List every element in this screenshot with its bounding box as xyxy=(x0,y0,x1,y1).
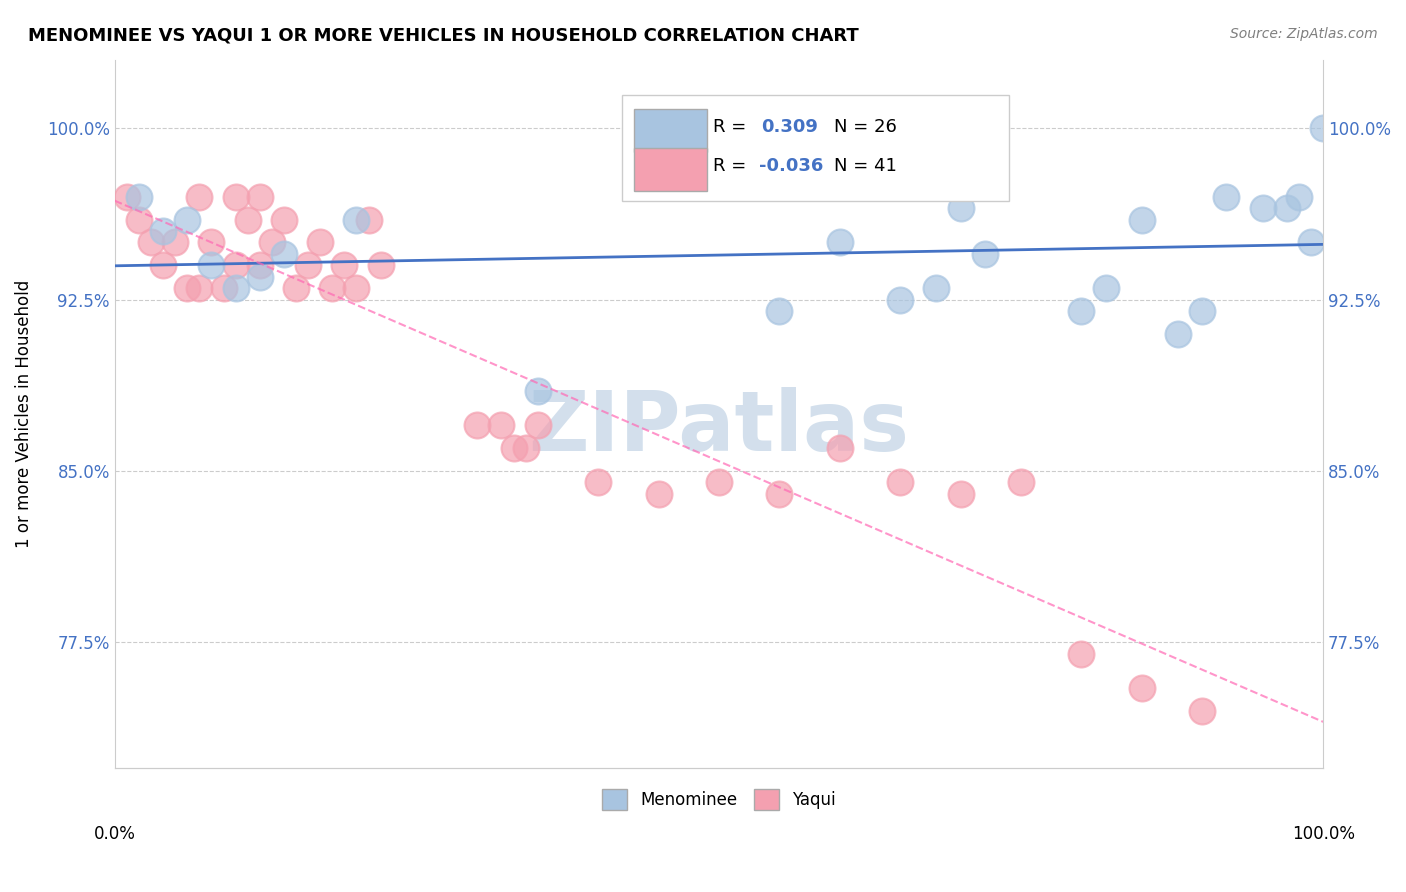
Point xyxy=(1130,212,1153,227)
Text: N = 26: N = 26 xyxy=(834,118,897,136)
Text: N = 41: N = 41 xyxy=(834,157,897,175)
Point xyxy=(249,258,271,272)
Point xyxy=(1010,475,1032,490)
Point xyxy=(225,258,247,272)
Point xyxy=(225,190,247,204)
Point xyxy=(1299,235,1322,250)
Point xyxy=(1191,704,1213,718)
Point xyxy=(1215,190,1237,204)
Point xyxy=(176,212,198,227)
Point xyxy=(333,258,356,272)
Point xyxy=(1275,201,1298,215)
Point xyxy=(1288,190,1310,204)
Point xyxy=(321,281,343,295)
Text: MENOMINEE VS YAQUI 1 OR MORE VEHICLES IN HOUSEHOLD CORRELATION CHART: MENOMINEE VS YAQUI 1 OR MORE VEHICLES IN… xyxy=(28,27,859,45)
Point xyxy=(768,487,790,501)
Point xyxy=(139,235,162,250)
Point xyxy=(176,281,198,295)
Point xyxy=(889,293,911,307)
Point xyxy=(165,235,187,250)
Point xyxy=(526,418,548,433)
Point xyxy=(707,475,730,490)
Point xyxy=(128,190,150,204)
Point xyxy=(1094,281,1116,295)
Point xyxy=(128,212,150,227)
Text: 0.0%: 0.0% xyxy=(94,825,136,843)
Text: R =: R = xyxy=(713,157,752,175)
Point xyxy=(297,258,319,272)
Point xyxy=(515,441,537,455)
Point xyxy=(200,258,222,272)
Point xyxy=(586,475,609,490)
Point xyxy=(249,190,271,204)
Point xyxy=(273,247,295,261)
Point xyxy=(828,235,851,250)
Point xyxy=(285,281,308,295)
Legend: Menominee, Yaqui: Menominee, Yaqui xyxy=(595,782,842,816)
Point xyxy=(212,281,235,295)
Text: Source: ZipAtlas.com: Source: ZipAtlas.com xyxy=(1230,27,1378,41)
Point xyxy=(1167,326,1189,341)
FancyBboxPatch shape xyxy=(634,148,707,191)
Text: 100.0%: 100.0% xyxy=(1292,825,1354,843)
Point xyxy=(949,487,972,501)
Point xyxy=(200,235,222,250)
Text: ZIPatlas: ZIPatlas xyxy=(529,387,910,468)
Point xyxy=(925,281,948,295)
Point xyxy=(1251,201,1274,215)
Text: R =: R = xyxy=(713,118,752,136)
Point xyxy=(949,201,972,215)
Point xyxy=(1191,304,1213,318)
Point xyxy=(502,441,524,455)
Point xyxy=(346,212,368,227)
Point xyxy=(1070,304,1092,318)
Point xyxy=(273,212,295,227)
Point xyxy=(152,258,174,272)
Point xyxy=(309,235,332,250)
Point xyxy=(768,304,790,318)
Point xyxy=(828,441,851,455)
Point xyxy=(370,258,392,272)
Point xyxy=(225,281,247,295)
Point xyxy=(491,418,513,433)
Text: 0.309: 0.309 xyxy=(761,118,818,136)
Point xyxy=(889,475,911,490)
Point xyxy=(346,281,368,295)
Point xyxy=(1312,121,1334,136)
Point xyxy=(188,281,211,295)
Point xyxy=(647,487,669,501)
Point xyxy=(465,418,488,433)
Point xyxy=(973,247,995,261)
Text: -0.036: -0.036 xyxy=(759,157,823,175)
Point xyxy=(188,190,211,204)
Point xyxy=(249,269,271,284)
Point xyxy=(526,384,548,398)
FancyBboxPatch shape xyxy=(634,109,707,152)
Point xyxy=(260,235,283,250)
Point xyxy=(115,190,138,204)
Point xyxy=(357,212,380,227)
Point xyxy=(236,212,259,227)
Y-axis label: 1 or more Vehicles in Household: 1 or more Vehicles in Household xyxy=(15,279,32,548)
Point xyxy=(152,224,174,238)
FancyBboxPatch shape xyxy=(623,95,1010,202)
Point xyxy=(1130,681,1153,695)
Point xyxy=(1070,647,1092,661)
